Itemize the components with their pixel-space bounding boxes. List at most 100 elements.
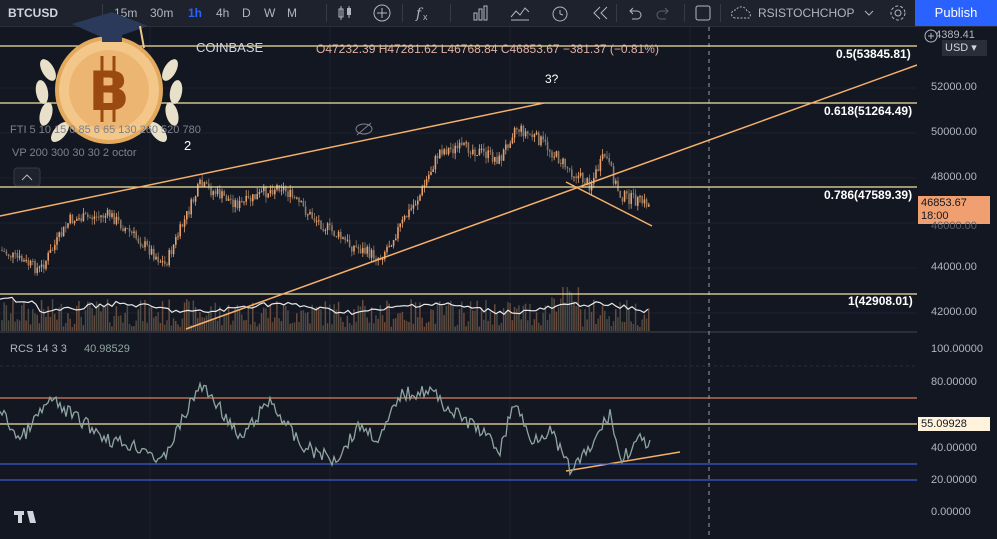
indicator-vp[interactable]: VP 200 300 30 30 2 octor	[12, 147, 137, 159]
candle-body	[333, 231, 335, 236]
cloud-icon[interactable]	[730, 5, 754, 21]
volume-bar	[47, 306, 49, 331]
volume-bar	[599, 315, 602, 331]
interval-D[interactable]: D	[242, 6, 251, 20]
volume-bar	[232, 320, 234, 331]
volume-bar	[58, 307, 60, 331]
volume-bar	[16, 319, 19, 331]
candle-body	[465, 142, 467, 144]
volume-bar	[630, 321, 632, 331]
currency-select[interactable]: USD ▾	[942, 40, 987, 56]
candle-body	[315, 220, 318, 222]
candle-body	[298, 197, 300, 203]
volume-bar	[5, 305, 8, 331]
candle-body	[564, 158, 566, 168]
volume-bar	[302, 310, 305, 331]
financials-icon[interactable]	[472, 5, 490, 21]
alert-clock-icon[interactable]	[550, 3, 570, 23]
layout-icon[interactable]	[694, 4, 712, 22]
volume-bar	[289, 323, 291, 331]
volume-bar	[51, 299, 54, 331]
candle-body	[109, 209, 111, 217]
volume-bar	[582, 326, 584, 331]
candle-body	[469, 152, 472, 154]
rcs-label[interactable]: RCS 14 3 3	[10, 343, 67, 355]
volume-bar	[342, 321, 344, 331]
eye-hidden-icon[interactable]	[354, 121, 374, 137]
candle-body	[430, 171, 432, 175]
volume-bar	[329, 304, 331, 331]
axis-tick: 48000.00	[931, 171, 977, 183]
interval-1h[interactable]: 1h	[188, 6, 203, 20]
volume-bar	[12, 299, 14, 331]
volume-bar	[522, 305, 525, 331]
price-axis[interactable]	[917, 27, 997, 539]
replay-icon[interactable]	[592, 5, 610, 21]
candle-body	[535, 132, 538, 135]
candle-body	[227, 198, 230, 201]
bitcoin-laurel-logo: B	[35, 12, 183, 144]
volume-bar	[98, 303, 100, 331]
candle-body	[51, 249, 54, 251]
candle-body	[177, 236, 179, 238]
candle-body	[245, 195, 247, 202]
add-compare-icon[interactable]	[373, 4, 391, 22]
candle-body	[414, 204, 417, 206]
chevron-down-icon[interactable]	[862, 5, 876, 21]
candle-body	[502, 149, 505, 161]
candle-body	[458, 142, 461, 149]
add-plus-icon[interactable]	[924, 29, 938, 43]
bar-countdown: 18:00	[921, 210, 949, 222]
volume-bar	[265, 308, 267, 331]
candle-body	[241, 200, 243, 203]
interval-4h[interactable]: 4h	[216, 6, 230, 20]
volume-bar	[560, 298, 562, 331]
volume-bar	[608, 316, 610, 331]
candle-body	[216, 189, 219, 195]
undo-icon[interactable]	[626, 5, 642, 21]
candle-body	[186, 211, 188, 220]
wave-count-3: 3?	[545, 72, 559, 86]
volume-bar	[10, 313, 12, 331]
candle-body	[309, 211, 311, 215]
volume-bar	[406, 321, 408, 331]
candle-body	[56, 237, 58, 245]
candle-body	[221, 191, 223, 199]
candle-body	[463, 143, 465, 145]
volume-bar	[54, 313, 56, 331]
volume-bar	[56, 319, 58, 331]
candles-icon[interactable]	[336, 5, 354, 21]
candle-body	[249, 197, 252, 202]
divider	[616, 4, 617, 22]
volume-bar	[89, 301, 91, 331]
candle-body	[267, 193, 269, 198]
volume-bar	[183, 302, 186, 331]
volume-bar	[401, 311, 404, 331]
candle-body	[7, 254, 10, 257]
volume-bar	[337, 301, 340, 331]
candle-body	[179, 224, 181, 237]
candle-body	[456, 145, 459, 149]
candle-body	[117, 216, 120, 221]
candle-body	[256, 193, 258, 200]
volume-bar	[485, 300, 487, 331]
gear-icon[interactable]	[888, 3, 908, 23]
volume-bar	[71, 326, 74, 331]
symbol-search[interactable]: BTCUSD	[8, 6, 58, 20]
interval-M[interactable]: M	[287, 6, 297, 20]
chart-canvas[interactable]	[0, 27, 997, 539]
redo-icon[interactable]	[656, 5, 672, 21]
candle-body	[225, 195, 228, 201]
publish-button[interactable]: Publish	[915, 0, 997, 26]
volume-bar	[359, 306, 362, 331]
indicator-fti[interactable]: FTI 5 10 15 0.85 6 65 130 260 520 780	[10, 124, 201, 136]
volume-bar	[100, 311, 102, 331]
interval-W[interactable]: W	[264, 6, 276, 20]
layout-name[interactable]: RSISTOCHCHOP	[758, 6, 855, 20]
alert-chart-icon[interactable]	[510, 5, 530, 21]
candle-body	[113, 213, 115, 225]
volume-bar	[529, 303, 531, 331]
volume-bar	[344, 326, 346, 331]
interval-30m[interactable]: 30m	[150, 6, 174, 20]
